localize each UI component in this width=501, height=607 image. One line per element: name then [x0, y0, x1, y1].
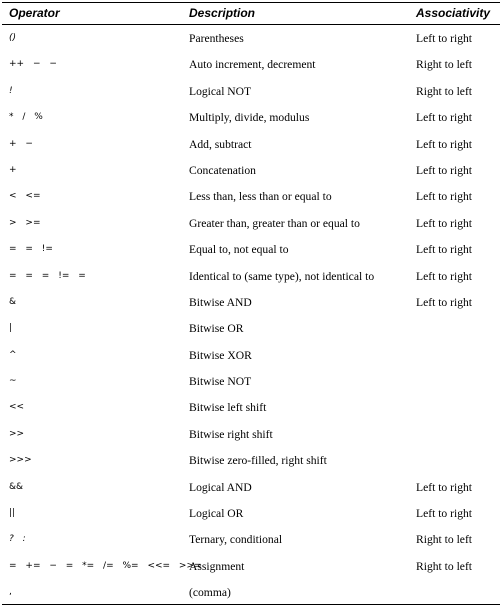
associativity-cell: Left to right	[416, 137, 473, 151]
description-cell: Less than, less than or equal to	[189, 190, 332, 204]
description-cell: Bitwise NOT	[189, 375, 252, 389]
associativity-cell: Left to right	[416, 163, 473, 177]
table-row: > >= Greater than, greater than or equal …	[0, 210, 501, 236]
table-row: >> Bitwise right shift	[0, 421, 501, 447]
table-row: = = = != = Identical to (same type), not …	[0, 263, 501, 289]
table-row: >>> Bitwise zero-filled, right shift	[0, 447, 501, 473]
operator-cell: = = = != =	[9, 270, 86, 281]
top-rule	[2, 2, 500, 3]
associativity-cell: Left to right	[416, 216, 473, 230]
description-cell: Identical to (same type), not identical …	[189, 269, 375, 283]
header-description: Description	[189, 6, 256, 20]
table-row: << Bitwise left shift	[0, 394, 501, 420]
associativity-cell: Left to right	[416, 480, 473, 494]
operator-cell: * / %	[9, 112, 43, 123]
table-row: || Logical OR Left to right	[0, 500, 501, 526]
table-row: ? : Ternary, conditional Right to left	[0, 526, 501, 552]
table-row: ++ − − Auto increment, decrement Right to …	[0, 51, 501, 77]
description-cell: Logical NOT	[189, 84, 252, 98]
description-cell: Concatenation	[189, 163, 256, 177]
operator-cell: ,	[9, 587, 12, 598]
operator-cell: ^	[9, 349, 17, 360]
description-cell: Bitwise OR	[189, 322, 244, 336]
operator-cell: ++ − −	[9, 59, 57, 70]
description-cell: Bitwise right shift	[189, 427, 273, 441]
description-cell: Parentheses	[189, 32, 244, 45]
table-row: + Concatenation Left to right	[0, 157, 501, 183]
operator-cell: = = !=	[9, 244, 53, 255]
operator-cell: < <=	[9, 191, 41, 202]
table-row: | Bitwise OR	[0, 315, 501, 341]
table-row: ^ Bitwise XOR	[0, 342, 501, 368]
operator-cell: !	[9, 85, 13, 96]
description-cell: Auto increment, decrement	[189, 58, 316, 72]
associativity-cell: Left to right	[416, 243, 473, 257]
description-cell: Bitwise AND	[189, 295, 252, 309]
table-body: () Parentheses Left to right ++ − − Auto inc…	[0, 25, 501, 606]
operator-cell: ()	[9, 33, 17, 43]
associativity-cell: Left to right	[416, 507, 473, 521]
table-row: * / % Multiply, divide, modulus Left to ri…	[0, 104, 501, 130]
operator-cell: &&	[9, 481, 24, 492]
operator-cell: + −	[9, 138, 33, 149]
associativity-cell: Right to left	[416, 58, 473, 72]
table-row: , (comma)	[0, 579, 501, 605]
description-cell: Bitwise XOR	[189, 348, 252, 362]
associativity-cell: Left to right	[416, 190, 473, 204]
description-cell: Assignment	[189, 559, 245, 573]
operator-cell: |	[9, 323, 13, 334]
associativity-cell: Left to right	[416, 295, 473, 309]
associativity-cell: Right to left	[416, 84, 473, 98]
description-cell: Bitwise left shift	[189, 401, 267, 415]
associativity-cell: Right to left	[416, 559, 473, 573]
associativity-cell: Right to left	[416, 533, 473, 547]
operator-cell: >>	[9, 428, 25, 439]
operator-cell: ~	[9, 376, 17, 387]
header-rule	[2, 24, 500, 25]
description-cell: Logical OR	[189, 507, 244, 521]
header-operator: Operator	[9, 6, 60, 20]
table-row: & Bitwise AND Left to right	[0, 289, 501, 315]
operator-cell: ? :	[9, 534, 26, 545]
associativity-cell: Left to right	[416, 111, 473, 125]
operator-cell: > >=	[9, 217, 41, 228]
table-row: ! Logical NOT Right to left	[0, 78, 501, 104]
description-cell: Ternary, conditional	[189, 533, 283, 547]
associativity-cell: Left to right	[416, 32, 473, 45]
description-cell: Logical AND	[189, 480, 252, 494]
description-cell: Bitwise zero-filled, right shift	[189, 454, 327, 468]
table-row: < <= Less than, less than or equal to Left…	[0, 183, 501, 209]
description-cell: Multiply, divide, modulus	[189, 111, 310, 125]
table-row: && Logical AND Left to right	[0, 474, 501, 500]
description-cell: Add, subtract	[189, 137, 252, 151]
operator-cell: >>>	[9, 455, 32, 466]
table-row: + − Add, subtract Left to right	[0, 131, 501, 157]
description-cell: Greater than, greater than or equal to	[189, 216, 360, 230]
header-associativity: Associativity	[416, 6, 491, 20]
operator-cell: = += − = *= /= %= <<= >>=	[9, 560, 202, 571]
description-cell: Equal to, not equal to	[189, 243, 289, 257]
operator-cell: +	[9, 164, 17, 175]
table-row: ~ Bitwise NOT	[0, 368, 501, 394]
associativity-cell: Left to right	[416, 269, 473, 283]
table-row: = += − = *= /= %= <<= >>= Assignment Right…	[0, 553, 501, 579]
bottom-rule	[2, 604, 500, 605]
operator-cell: ||	[9, 508, 16, 519]
operator-cell: <<	[9, 402, 25, 413]
operator-cell: &	[9, 296, 17, 307]
table-row: () Parentheses Left to right	[0, 25, 501, 51]
table-row: = = != Equal to, not equal to Left to righ…	[0, 236, 501, 262]
description-cell: (comma)	[189, 586, 231, 600]
